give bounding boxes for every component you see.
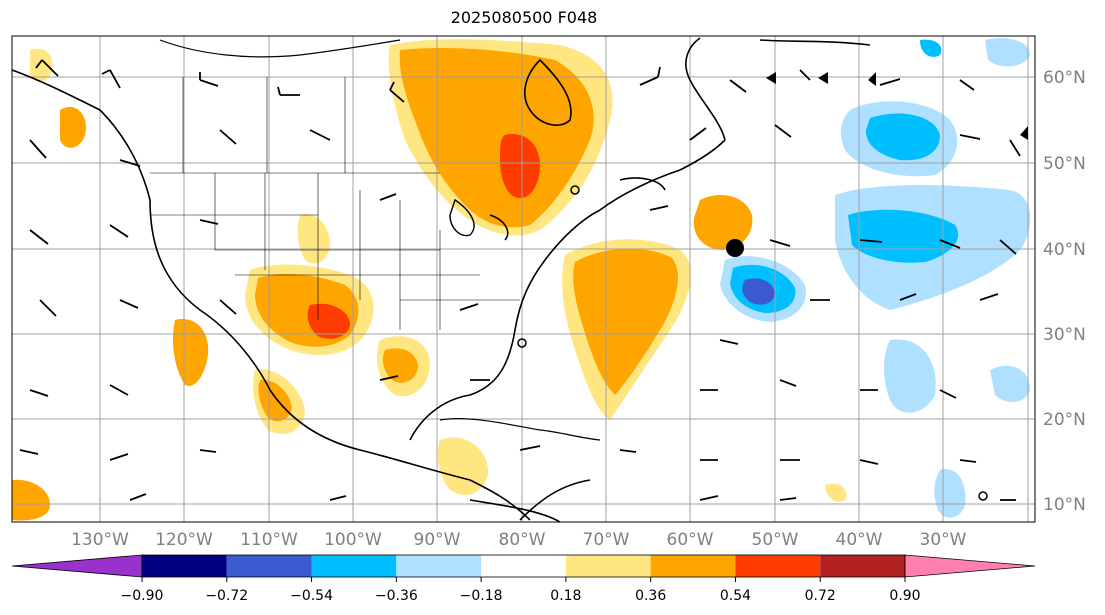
colorbar-label: −0.72 <box>205 588 248 604</box>
colorbar-segment <box>650 555 736 577</box>
colorbar-label: 0.36 <box>635 588 666 604</box>
colorbar-extend-low <box>11 554 143 578</box>
lat-label: 50°N <box>1043 154 1086 174</box>
colorbar-segment <box>820 555 905 577</box>
lon-label: 50°W <box>752 530 799 550</box>
lat-label: 20°N <box>1043 410 1086 430</box>
colorbar-segment <box>481 555 566 577</box>
colorbar-segment <box>142 555 227 577</box>
latitude-labels: 60°N 50°N 40°N 30°N 20°N 10°N <box>1043 68 1086 515</box>
colorbar-label: 0.54 <box>720 588 751 604</box>
lon-label: 60°W <box>667 530 714 550</box>
map-title: 2025080500 F048 <box>450 8 598 27</box>
state-borders <box>150 77 520 330</box>
colorbar-segment <box>226 555 312 577</box>
small-circle-marker <box>517 338 527 348</box>
colorbar-segment <box>735 555 821 577</box>
colorbar-label: 0.18 <box>550 588 581 604</box>
wind-barbs <box>19 59 1021 501</box>
lon-label: 30°W <box>920 530 967 550</box>
lon-label: 100°W <box>324 530 382 550</box>
colorbar-label: 0.72 <box>805 588 836 604</box>
colorbar-label: 0.90 <box>889 588 920 604</box>
colorbar-label: −0.90 <box>121 588 164 604</box>
colorbar-segment <box>565 555 651 577</box>
colorbar: −0.90 −0.72 −0.54 −0.36 −0.18 0.18 0.36 0.54 0.7… <box>11 554 1036 604</box>
lon-label: 120°W <box>155 530 213 550</box>
longitude-labels: 130°W 120°W 110°W 100°W 90°W 80°W 70°W 6… <box>71 530 967 550</box>
negative-anomaly-fill <box>720 38 1031 518</box>
lon-label: 110°W <box>240 530 298 550</box>
coastlines <box>12 37 871 522</box>
positive-anomaly-fill <box>12 39 847 521</box>
graticule <box>12 36 1035 522</box>
highlight-point-marker <box>726 239 744 257</box>
colorbar-segment <box>311 555 397 577</box>
lat-label: 40°N <box>1043 240 1086 260</box>
lon-label: 80°W <box>499 530 546 550</box>
map-border <box>11 35 1036 523</box>
lat-label: 60°N <box>1043 68 1086 88</box>
colorbar-label: −0.54 <box>290 588 333 604</box>
lon-label: 40°W <box>836 530 883 550</box>
colorbar-border <box>141 554 906 578</box>
lon-label: 70°W <box>583 530 630 550</box>
lat-label: 10°N <box>1043 495 1086 515</box>
colorbar-label: −0.36 <box>375 588 418 604</box>
lon-label: 130°W <box>71 530 129 550</box>
colorbar-extend-high <box>904 554 1036 578</box>
wind-flags <box>766 72 1028 140</box>
lon-label: 90°W <box>414 530 461 550</box>
small-circle-marker <box>978 491 988 501</box>
lat-label: 30°N <box>1043 325 1086 345</box>
small-circle-marker <box>570 185 580 195</box>
colorbar-segment <box>396 555 482 577</box>
colorbar-label: −0.18 <box>460 588 503 604</box>
